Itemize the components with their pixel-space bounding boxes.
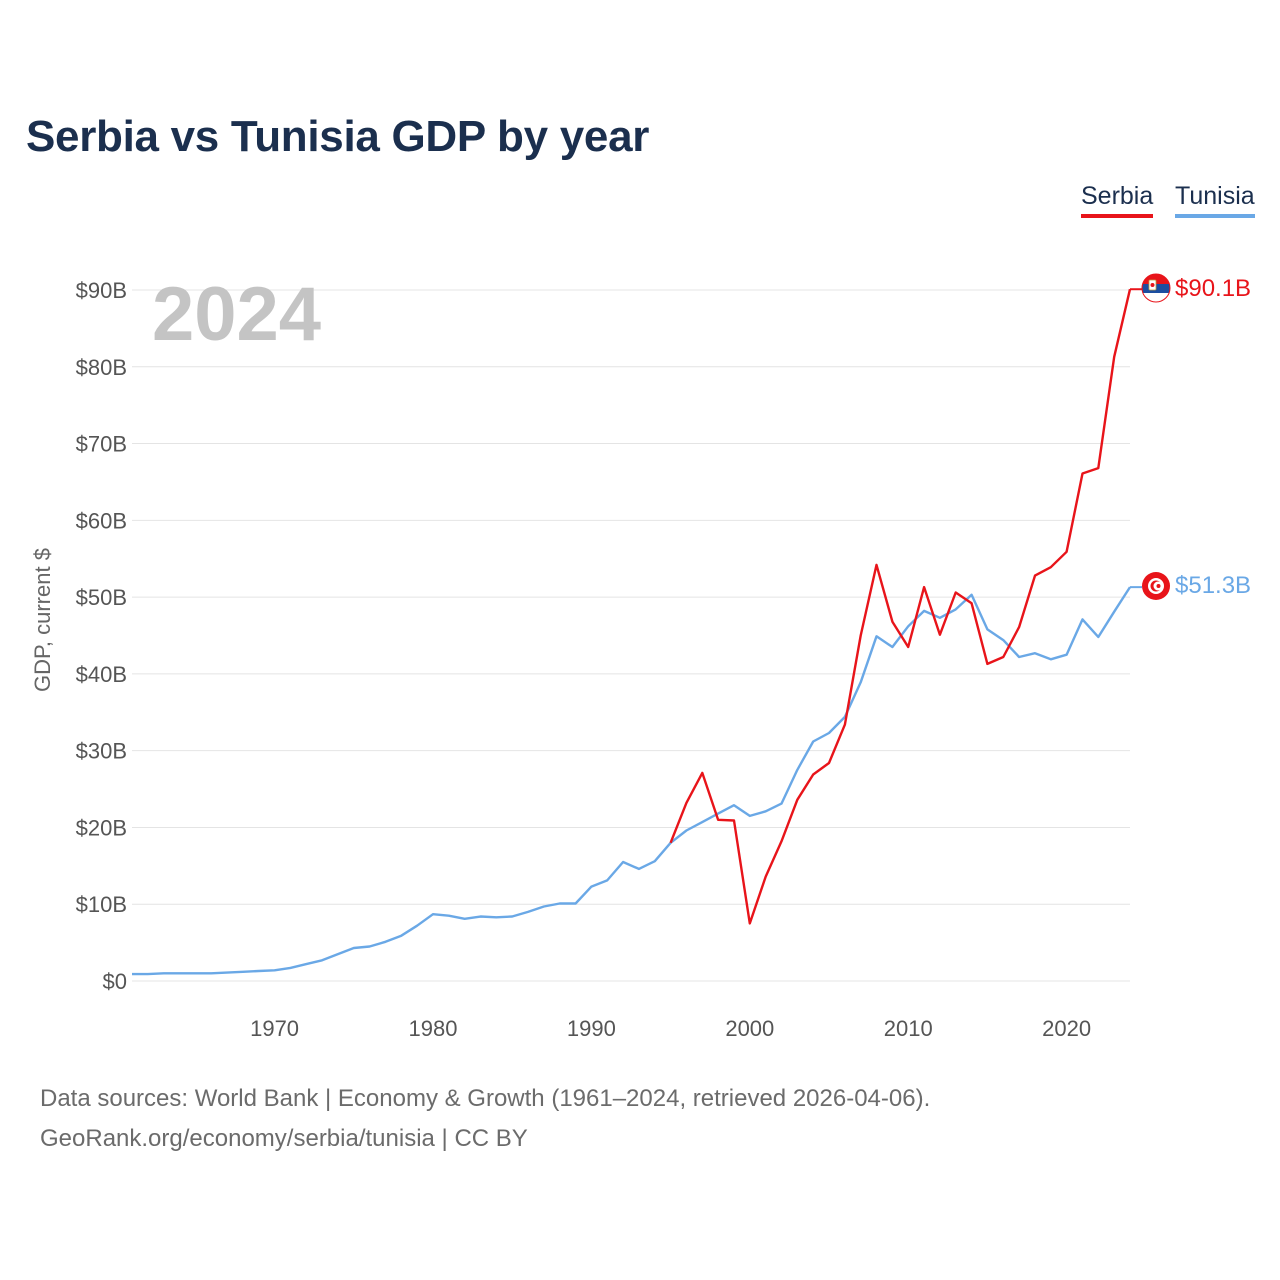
- legend-item-serbia[interactable]: Serbia: [1081, 182, 1154, 218]
- x-tick-label: 2020: [1042, 1016, 1091, 1041]
- series-line-tunisia: [132, 586, 1132, 976]
- x-tick-label: 1970: [250, 1016, 299, 1041]
- series-line-serbia: [669, 288, 1132, 925]
- footer-source: Data sources: World Bank | Economy & Gro…: [40, 1085, 931, 1112]
- x-tick-label: 2000: [725, 1016, 774, 1041]
- x-tick-label: 1980: [409, 1016, 458, 1041]
- legend-item-tunisia[interactable]: Tunisia: [1175, 182, 1255, 218]
- y-tick-label: $30B: [76, 739, 127, 764]
- x-axis: 1970 1980 1990 2000 2010 2020: [250, 1016, 1091, 1041]
- tunisia-end-value: $51.3B: [1175, 572, 1251, 599]
- y-tick-label: $90B: [76, 278, 127, 303]
- tunisia-flag-icon: [1142, 572, 1170, 600]
- y-tick-label: $50B: [76, 585, 127, 610]
- y-axis-label: GDP, current $: [30, 548, 55, 692]
- y-tick-label: $80B: [76, 355, 127, 380]
- y-axis: $0 $10B $20B $30B $40B $50B $60B $70B $80B $90B: [76, 278, 127, 994]
- y-tick-label: $40B: [76, 662, 127, 687]
- y-tick-label: $10B: [76, 892, 127, 917]
- y-tick-label: $60B: [76, 508, 127, 533]
- grid-layer: [132, 289, 1130, 982]
- x-tick-label: 2010: [884, 1016, 933, 1041]
- footer-credit[interactable]: GeoRank.org/economy/serbia/tunisia | CC …: [40, 1125, 528, 1152]
- y-tick-label: $20B: [76, 815, 127, 840]
- serbia-flag-icon: [1141, 273, 1171, 303]
- serbia-end-value: $90.1B: [1175, 275, 1251, 302]
- chart-title: Serbia vs Tunisia GDP by year: [26, 112, 650, 161]
- y-tick-label: $70B: [76, 432, 127, 457]
- year-label: 2024: [152, 272, 321, 357]
- y-tick-label: $0: [103, 969, 127, 994]
- series-layer: [132, 288, 1142, 976]
- x-tick-label: 1990: [567, 1016, 616, 1041]
